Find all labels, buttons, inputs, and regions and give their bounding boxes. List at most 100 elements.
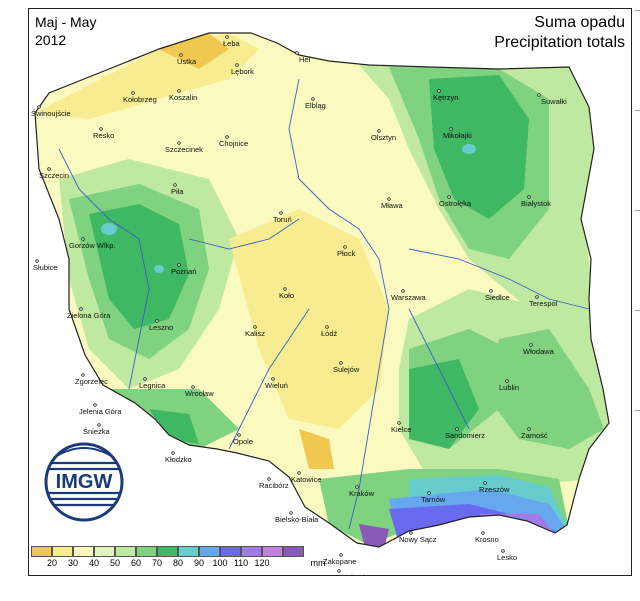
legend-swatch xyxy=(283,546,304,557)
legend-swatch xyxy=(262,546,283,557)
city-dot xyxy=(489,289,493,293)
city-label: Sandomierz xyxy=(445,431,485,440)
city-dot xyxy=(529,343,533,347)
city-label: Szczecin xyxy=(39,171,69,180)
city-dot xyxy=(93,403,97,407)
city-marker: Piła xyxy=(171,183,184,196)
city-marker: Lublin xyxy=(499,379,519,392)
city-dot xyxy=(171,451,175,455)
city-marker: Kłodzko xyxy=(165,451,192,464)
city-dot xyxy=(447,195,451,199)
city-label: Włodawa xyxy=(523,347,555,356)
city-marker: Ustka xyxy=(177,53,197,66)
city-marker: Racibórz xyxy=(259,477,289,490)
city-label: Nowy Sącz xyxy=(399,535,437,544)
title-polish: Suma opadu xyxy=(534,14,625,31)
legend-swatch xyxy=(178,546,199,557)
map-title: Suma opadu Precipitation totals xyxy=(494,13,625,53)
legend-swatch xyxy=(115,546,136,557)
city-label: Wrocław xyxy=(185,389,214,398)
margin-tick xyxy=(635,410,640,411)
city-dot xyxy=(427,491,431,495)
city-marker: Szczecin xyxy=(39,167,69,180)
city-marker: Kielce xyxy=(391,421,411,434)
city-label: Terespol xyxy=(529,299,558,308)
city-dot xyxy=(455,427,459,431)
city-label: Resko xyxy=(93,131,114,140)
city-dot xyxy=(289,511,293,515)
city-marker: Elbląg xyxy=(305,97,326,110)
city-marker: Leszno xyxy=(149,319,173,332)
cities-layer: Ustka Łeba Lębork Hel Kołobrzeg Koszalin Świno… xyxy=(31,35,567,575)
legend-swatch xyxy=(136,546,157,557)
city-label: Bielsko-Biała xyxy=(275,515,319,524)
city-marker: Nowy Sącz xyxy=(399,531,437,544)
city-dot xyxy=(311,97,315,101)
margin-tick xyxy=(635,110,640,111)
legend-tick-label: 50 xyxy=(109,558,121,568)
city-dot xyxy=(397,421,401,425)
city-marker: Wrocław xyxy=(185,385,214,398)
city-label: Piła xyxy=(171,187,184,196)
city-marker: Chojnice xyxy=(219,135,248,148)
city-dot xyxy=(225,135,229,139)
legend-tick-label: 100 xyxy=(212,558,228,568)
legend-swatch xyxy=(241,546,262,557)
legend-labels: 20 30 40 50 60 70 80 90 100 110 120 mm xyxy=(31,557,334,569)
city-label: Lębork xyxy=(231,67,254,76)
city-label: Szczecinek xyxy=(165,145,203,154)
city-dot xyxy=(271,377,275,381)
city-label: Katowice xyxy=(291,475,321,484)
city-label: Racibórz xyxy=(259,481,289,490)
city-dot xyxy=(481,531,485,535)
city-label: Rzeszów xyxy=(479,485,510,494)
city-marker: Rzeszów xyxy=(479,481,510,494)
city-label: Hel xyxy=(299,55,311,64)
legend-tick-label: 90 xyxy=(193,558,205,568)
city-dot xyxy=(267,477,271,481)
city-dot xyxy=(279,211,283,215)
city-label: Warszawa xyxy=(391,293,427,302)
precipitation-map: Ustka Łeba Lębork Hel Kołobrzeg Koszalin Świno… xyxy=(28,8,632,576)
city-label: Kielce xyxy=(391,425,411,434)
legend-swatch xyxy=(220,546,241,557)
city-label: Legnica xyxy=(139,381,166,390)
city-dot xyxy=(253,325,257,329)
city-marker: Tarnów xyxy=(421,491,446,504)
precipitation-fill xyxy=(35,33,609,547)
city-label: Białystok xyxy=(521,199,551,208)
period-label: Maj - May xyxy=(35,14,97,30)
legend-swatch xyxy=(52,546,73,557)
city-marker: Bielsko-Biała xyxy=(275,511,319,524)
city-marker: Zgorzelec xyxy=(75,373,108,386)
city-label: Kołobrzeg xyxy=(123,95,157,104)
city-label: Zielona Góra xyxy=(67,311,111,320)
city-label: Koszalin xyxy=(169,93,197,102)
city-marker: Kętrzyn xyxy=(433,89,458,102)
city-label: Mikołajki xyxy=(443,131,472,140)
city-marker: Zielona Góra xyxy=(67,307,111,320)
legend-swatch xyxy=(31,546,52,557)
city-label: Chojnice xyxy=(219,139,248,148)
city-dot xyxy=(97,423,101,427)
city-label: Wieluń xyxy=(265,381,288,390)
city-marker: Kalisz xyxy=(245,325,265,338)
city-label: Lublin xyxy=(499,383,519,392)
city-label: Kalisz xyxy=(245,329,265,338)
city-label: Mława xyxy=(381,201,404,210)
city-dot xyxy=(283,287,287,291)
city-marker: Słubice xyxy=(33,259,58,272)
city-marker: Świnoujście xyxy=(31,105,71,118)
city-marker: Lębork xyxy=(231,63,254,76)
city-label: Kłodzko xyxy=(165,455,192,464)
city-dot xyxy=(483,481,487,485)
city-label: Zgorzelec xyxy=(75,377,108,386)
city-dot xyxy=(437,89,441,93)
legend-swatch xyxy=(73,546,94,557)
city-label: Łeba xyxy=(223,39,241,48)
city-dot xyxy=(177,263,181,267)
city-dot xyxy=(535,295,539,299)
imgw-logo: IMGW xyxy=(44,442,124,522)
city-dot xyxy=(501,549,505,553)
city-dot xyxy=(35,259,39,263)
